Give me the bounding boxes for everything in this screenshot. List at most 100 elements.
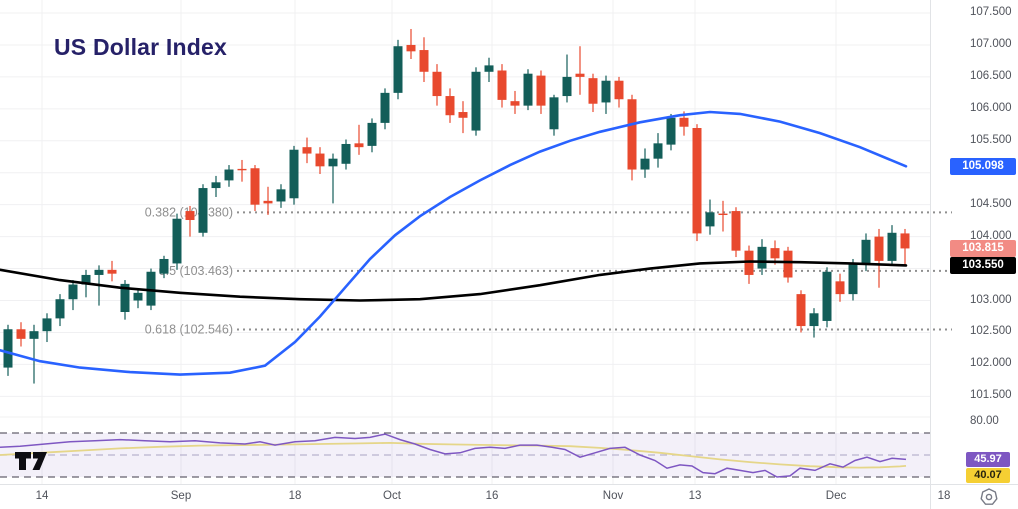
candle-body (211, 182, 221, 189)
page-title: US Dollar Index (54, 34, 227, 60)
candle-body (705, 212, 715, 227)
time-axis-tick: Dec (825, 490, 847, 502)
rsi-line (0, 433, 907, 478)
candle-body (614, 80, 624, 100)
time-axis-tick: 16 (485, 490, 499, 502)
price-axis-label: 106.000 (970, 101, 1012, 114)
candle-body (484, 65, 494, 72)
candle-body (172, 218, 182, 264)
price-axis-label: 106.500 (970, 69, 1012, 82)
time-axis-tick: 18 (937, 490, 951, 502)
ma-blue-line (0, 110, 908, 376)
candle-body (445, 96, 455, 116)
candle-body (81, 274, 91, 285)
candle-body (471, 71, 481, 131)
candle-body (588, 78, 598, 104)
fib-level-label: 0.5 (103.463) (159, 264, 233, 278)
candle-body (94, 269, 104, 275)
candle-body (120, 283, 130, 313)
candle-body (328, 158, 338, 167)
candle-body (289, 149, 299, 199)
candle-body (107, 269, 117, 274)
price-axis-label: 101.500 (970, 389, 1012, 402)
candle-body (718, 213, 728, 216)
price-axis-label: 104.500 (970, 197, 1012, 210)
candle-body (523, 73, 533, 106)
candle-body (887, 232, 897, 261)
candle-body (237, 168, 247, 171)
price-axis-label: 107.500 (970, 6, 1012, 18)
candle-body (354, 143, 364, 148)
candle-body (367, 122, 377, 146)
candle-body (835, 281, 845, 295)
candle-body (627, 99, 637, 170)
candle-body (861, 239, 871, 265)
price-axis-label: 104.000 (970, 229, 1012, 242)
scale-settings-icon[interactable] (980, 488, 998, 505)
candle-body (692, 128, 702, 234)
time-axis-tick: 18 (288, 490, 302, 502)
rsi-ma-value-badge: 40.07 (966, 467, 1010, 483)
candle-body (900, 233, 910, 249)
ma-black-price-badge: 103.550 (950, 256, 1016, 274)
candle-body (601, 80, 611, 103)
rsi-axis-label: 80.00 (970, 415, 999, 427)
candle-body (666, 117, 676, 145)
candle-body (146, 271, 156, 306)
candle-body (575, 73, 585, 77)
candle-body (783, 250, 793, 278)
candle-body (679, 117, 689, 127)
candle-body (653, 143, 663, 159)
candle-body (16, 329, 26, 339)
price-axis[interactable]: 107.500 107.000 106.500 106.000 105.500 105.0… (930, 0, 1018, 509)
candle-body (562, 76, 572, 97)
rsi-value-badge: 45.97 (966, 451, 1010, 467)
time-axis-tick: Nov (602, 490, 624, 502)
candle-body (55, 299, 65, 319)
candle-body (185, 211, 195, 221)
candle-body (770, 248, 780, 259)
candle-body (29, 331, 39, 339)
time-axis-tick: Oct (383, 490, 401, 502)
candle-body (809, 313, 819, 327)
ma-blue-price-badge: 105.098 (950, 157, 1016, 175)
candle-body (536, 75, 546, 106)
rsi-band (0, 433, 930, 477)
candle-body (458, 112, 468, 118)
price-axis-label: 102.000 (970, 357, 1012, 370)
candle-body (419, 50, 429, 72)
candle-body (640, 158, 650, 170)
time-axis-tick: Sep (170, 490, 192, 502)
candle-body (406, 44, 416, 52)
candle-body (302, 147, 312, 154)
candle-body (250, 168, 260, 205)
candle-body (549, 97, 559, 130)
price-axis-label: 103.000 (970, 293, 1012, 306)
candle-body (263, 200, 273, 204)
candle-body (757, 246, 767, 269)
candle-body (497, 70, 507, 100)
candle-body (198, 188, 208, 233)
candle-body (510, 101, 520, 106)
candle-body (42, 318, 52, 332)
ma-black-line (0, 260, 908, 302)
candle-body (393, 46, 403, 93)
candle-body (341, 143, 351, 164)
last-price-badge: 103.815 (950, 239, 1016, 257)
price-axis-label: 107.000 (970, 37, 1012, 50)
candle-body (848, 263, 858, 295)
candle-body (822, 271, 832, 321)
candle-body (3, 329, 13, 368)
candle-body (432, 71, 442, 97)
price-axis-label: 105.500 (970, 133, 1012, 146)
time-axis-tick: 14 (35, 490, 49, 502)
candle-body (133, 292, 143, 301)
tradingview-logo-icon[interactable] (13, 450, 49, 472)
time-axis-tick: 13 (688, 490, 702, 502)
fib-level-label: 0.618 (102.546) (145, 323, 233, 337)
candle-body (224, 169, 234, 181)
candle-body (796, 294, 806, 327)
candle-body (874, 236, 884, 261)
